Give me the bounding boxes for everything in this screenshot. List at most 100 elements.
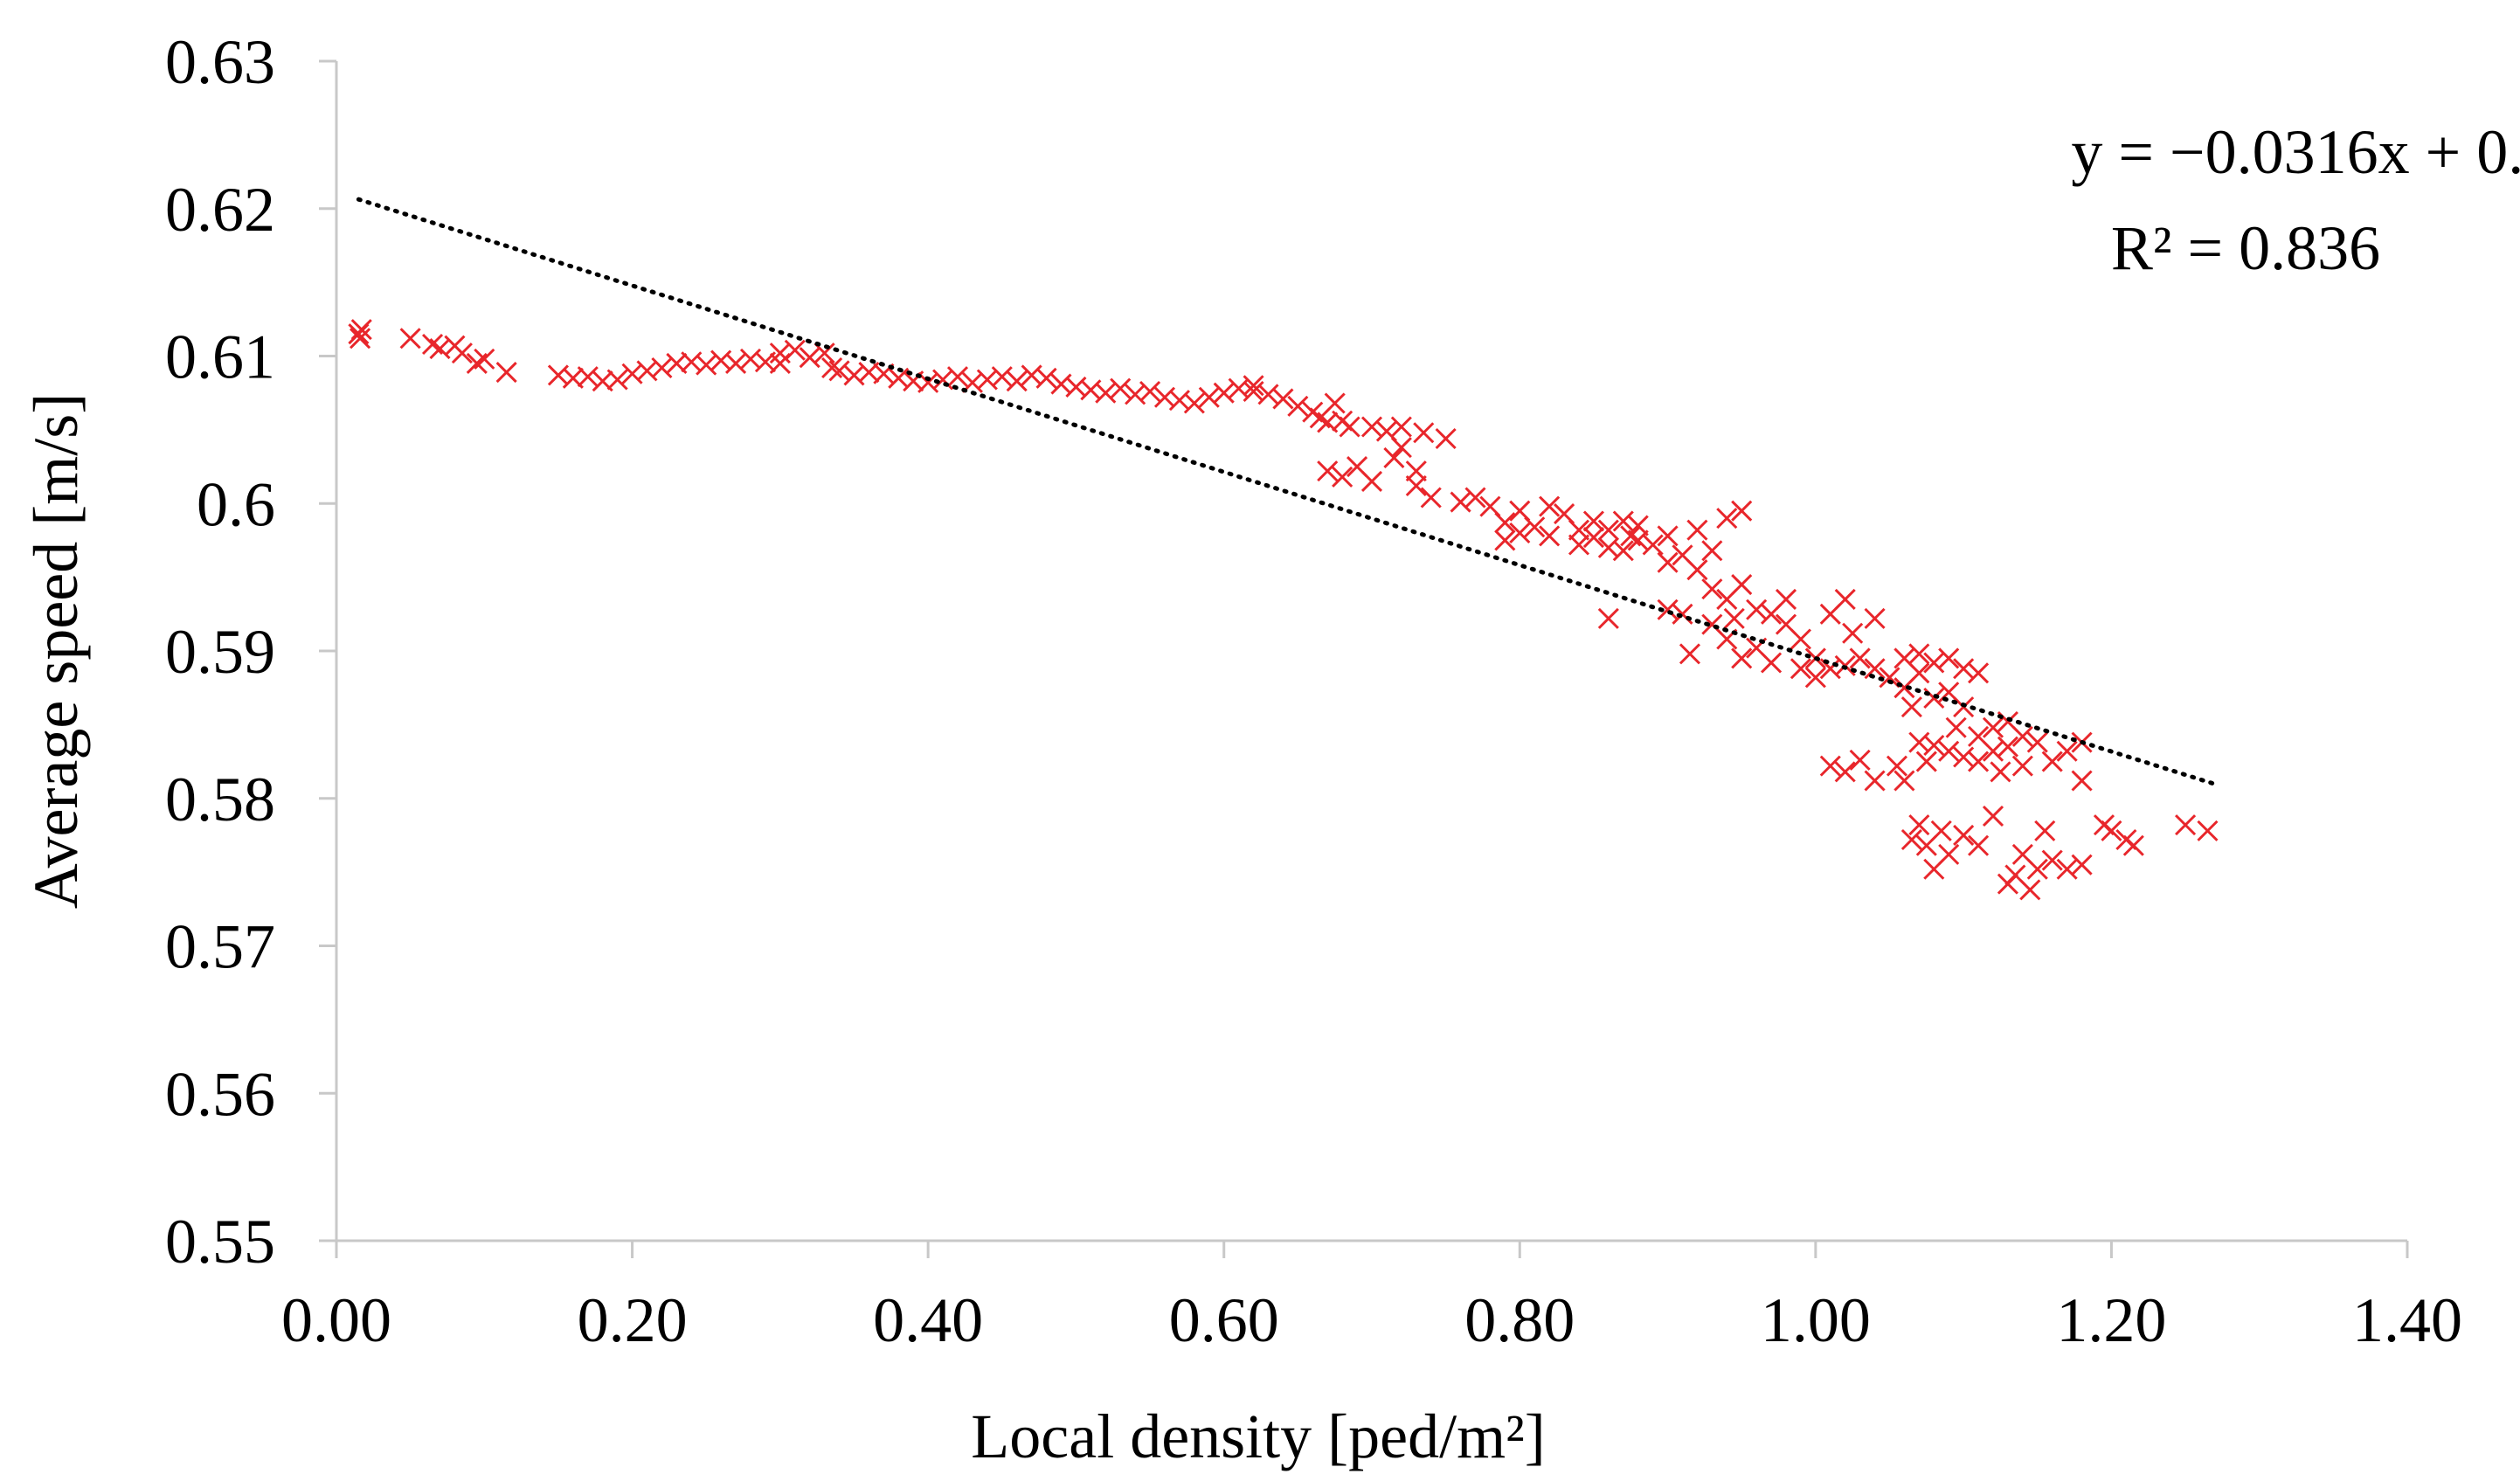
data-point — [495, 362, 517, 384]
data-point — [1908, 643, 1930, 665]
data-point — [1287, 395, 1309, 417]
data-point — [1968, 662, 1990, 684]
data-point — [799, 347, 820, 369]
data-point — [1900, 696, 1922, 718]
y-tick-label: 0.62 — [165, 175, 275, 245]
data-point — [2026, 731, 2048, 753]
data-point — [1568, 519, 1590, 541]
trendline-group — [356, 197, 2218, 786]
data-point — [1731, 647, 1753, 669]
data-point — [1938, 843, 1960, 865]
data-point — [1982, 740, 2004, 762]
data-point — [1761, 652, 1783, 674]
x-tick-label: 1.40 — [2352, 1285, 2462, 1355]
data-point — [1183, 392, 1205, 414]
data-point — [1982, 716, 2004, 738]
y-tick-label: 0.56 — [165, 1059, 275, 1129]
data-point — [1953, 746, 1975, 768]
data-point — [1834, 761, 1856, 783]
data-point — [1731, 574, 1753, 596]
data-point — [2034, 820, 2056, 841]
y-axis-title: Average speed [m/s] — [21, 393, 91, 909]
data-point — [1332, 466, 1353, 488]
data-point — [946, 366, 969, 388]
data-point — [1450, 491, 1471, 513]
y-tick-label: 0.59 — [165, 617, 275, 687]
data-point — [1968, 751, 1990, 772]
data-point — [1723, 607, 1745, 629]
data-point — [2026, 858, 2048, 880]
data-point — [1849, 749, 1871, 771]
data-point — [1110, 377, 1132, 399]
data-point — [1524, 516, 1546, 538]
data-point — [2041, 849, 2063, 871]
data-point — [1900, 828, 1922, 851]
data-point — [1938, 647, 1960, 669]
y-tick-label: 0.55 — [165, 1207, 275, 1277]
data-point — [1953, 658, 1975, 680]
data-point — [1539, 495, 1561, 517]
data-point — [1627, 515, 1649, 536]
x-tick-label: 0.80 — [1464, 1285, 1575, 1355]
data-point — [1864, 658, 1886, 680]
data-point — [1642, 534, 1664, 556]
data-point — [813, 343, 835, 364]
data-point — [1908, 814, 1930, 836]
data-point — [1405, 474, 1427, 497]
data-point — [1731, 500, 1753, 522]
data-point — [2071, 854, 2093, 875]
data-point — [1701, 578, 1723, 600]
x-tick-label: 0.40 — [873, 1285, 983, 1355]
y-tick-label: 0.63 — [165, 27, 275, 97]
data-point — [1997, 736, 2018, 758]
data-point — [1657, 599, 1679, 620]
data-point — [784, 339, 806, 361]
data-point — [1679, 643, 1701, 665]
data-point — [2011, 755, 2033, 777]
data-point — [1509, 522, 1531, 544]
data-point — [474, 348, 495, 370]
data-point — [1864, 770, 1886, 792]
data-point — [1597, 519, 1619, 541]
data-point — [1945, 716, 1967, 738]
data-point — [1198, 386, 1220, 408]
data-point — [1775, 588, 1797, 610]
data-point — [1672, 603, 1693, 625]
data-point — [1657, 525, 1679, 547]
axes — [335, 61, 2407, 1242]
data-point — [1360, 416, 1383, 438]
data-point — [1790, 628, 1811, 650]
y-tick-label: 0.58 — [165, 765, 275, 834]
tick-marks — [319, 59, 2409, 1258]
trendline-r-squared: R² = 0.836 — [2111, 213, 2380, 283]
data-point — [2071, 770, 2093, 792]
x-tick-label: 0.20 — [578, 1285, 688, 1355]
data-point — [1257, 384, 1279, 405]
data-point — [1819, 755, 1841, 777]
data-point — [2101, 820, 2122, 841]
data-point — [1930, 820, 1952, 841]
y-tick-label: 0.61 — [165, 322, 275, 392]
data-point — [350, 328, 371, 349]
data-point — [1582, 510, 1604, 532]
data-point — [1243, 375, 1264, 397]
data-point — [1982, 805, 2004, 827]
y-tick-label: 0.6 — [197, 469, 275, 539]
data-point — [1746, 599, 1768, 620]
data-point — [1390, 437, 1412, 459]
data-point — [1420, 487, 1442, 509]
data-point — [1893, 770, 1915, 792]
data-points — [348, 319, 2219, 901]
data-point — [1701, 540, 1723, 562]
data-point — [577, 366, 599, 388]
data-point — [1864, 607, 1886, 629]
data-point — [2019, 879, 2041, 901]
data-point — [1915, 751, 1937, 772]
data-point — [2056, 858, 2078, 880]
data-point — [1494, 512, 1516, 534]
data-point — [1686, 519, 1708, 541]
data-point — [1627, 529, 1649, 551]
y-tick-label: 0.57 — [165, 912, 275, 982]
data-point — [1390, 416, 1412, 438]
